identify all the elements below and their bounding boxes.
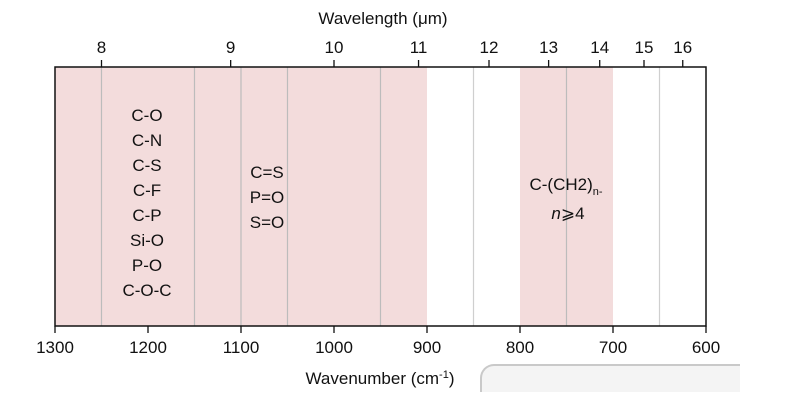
group3-labels: C-(CH2)n- n⩾4 bbox=[529, 175, 602, 223]
group3-line1-sub: n- bbox=[593, 186, 603, 198]
bottom-tick-label: 900 bbox=[413, 338, 441, 357]
top-tick-label: 9 bbox=[226, 38, 235, 57]
bottom-tick-label: 1200 bbox=[129, 338, 167, 357]
bottom-axis-title: Wavenumber (cm-1) bbox=[306, 369, 455, 388]
top-tick-label: 8 bbox=[97, 38, 106, 57]
group2-label: S=O bbox=[250, 213, 285, 232]
bottom-tick-label: 700 bbox=[599, 338, 627, 357]
group1-label: C-O bbox=[131, 106, 162, 125]
group1-label: P-O bbox=[132, 256, 162, 275]
bottom-tick-label: 800 bbox=[506, 338, 534, 357]
bottom-axis-title-main: Wavenumber (cm bbox=[306, 369, 440, 388]
group1-label: C-O-C bbox=[122, 281, 171, 300]
top-axis-ticks: 8 9 10 11 12 13 14 15 16 bbox=[97, 38, 692, 67]
bottom-axis-title-end: ) bbox=[449, 369, 455, 388]
group1-label: C-P bbox=[132, 206, 161, 225]
group1-labels: C-O C-N C-S C-F C-P Si-O P-O C-O-C bbox=[122, 106, 171, 300]
bottom-tick-label: 1300 bbox=[36, 338, 74, 357]
group2-labels: C=S P=O S=O bbox=[250, 163, 285, 232]
top-tick-label: 13 bbox=[539, 38, 558, 57]
bottom-axis-ticks: 1300 1200 1100 1000 900 800 700 600 bbox=[36, 326, 720, 357]
top-tick-label: 12 bbox=[480, 38, 499, 57]
group2-label: P=O bbox=[250, 188, 285, 207]
bottom-tick-label: 1100 bbox=[223, 338, 260, 357]
top-tick-label: 10 bbox=[325, 38, 344, 57]
bottom-tick-label: 1000 bbox=[315, 338, 353, 357]
group2-label: C=S bbox=[250, 163, 284, 182]
scrollbar-track[interactable] bbox=[480, 364, 740, 392]
group1-label: C-F bbox=[133, 181, 161, 200]
top-tick-label: 16 bbox=[673, 38, 692, 57]
group3-line2-rest: ⩾4 bbox=[561, 204, 585, 223]
group3-line2: n⩾4 bbox=[551, 204, 584, 223]
top-tick-label: 11 bbox=[410, 38, 428, 57]
top-axis-title: Wavelength (μm) bbox=[318, 9, 447, 28]
group3-line2-var: n bbox=[551, 204, 560, 223]
top-tick-label: 15 bbox=[635, 38, 654, 57]
top-tick-label: 14 bbox=[590, 38, 609, 57]
group3-line1: C-(CH2)n- bbox=[529, 175, 602, 198]
bottom-tick-label: 600 bbox=[692, 338, 720, 357]
plot-frame bbox=[54, 66, 707, 327]
band-dividers bbox=[100, 67, 661, 326]
group1-label: Si-O bbox=[130, 231, 164, 250]
group3-line1-main: C-(CH2) bbox=[529, 175, 592, 194]
bottom-axis-title-sup: -1 bbox=[439, 369, 449, 381]
group1-label: C-N bbox=[132, 131, 162, 150]
group1-label: C-S bbox=[132, 156, 161, 175]
